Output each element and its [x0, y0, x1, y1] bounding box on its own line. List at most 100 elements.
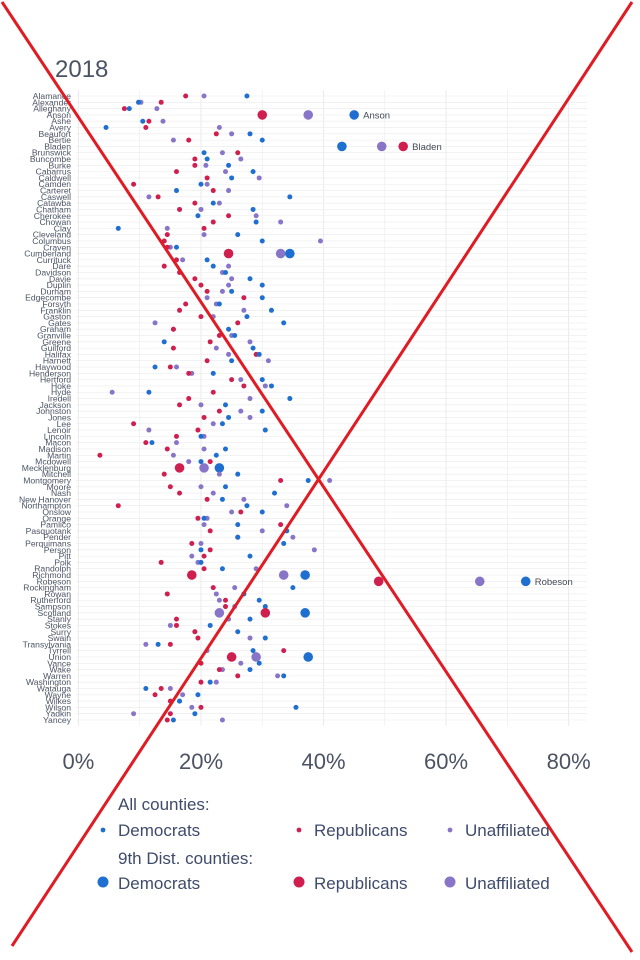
point-unaffiliated — [204, 295, 210, 301]
point-democrat — [146, 389, 152, 395]
point-republican — [177, 206, 183, 212]
point-unaffiliated — [226, 282, 232, 288]
county-label: Yancey — [43, 715, 72, 725]
point-democrat — [247, 131, 253, 137]
point-unaffiliated — [201, 446, 207, 452]
point-democrat — [115, 225, 121, 231]
point-unaffiliated — [223, 169, 229, 175]
point-republican — [170, 345, 176, 351]
point-republican — [177, 402, 183, 408]
point-republican — [192, 162, 198, 168]
legend-una-large-marker — [444, 876, 456, 888]
cross-line-ascending — [10, 1, 634, 947]
point-democrat — [259, 295, 265, 301]
point-republican — [198, 679, 204, 685]
point-democrat — [259, 408, 265, 414]
point-democrat — [256, 597, 262, 603]
county-label: Guilford — [41, 343, 71, 353]
point-unaffiliated — [247, 414, 253, 420]
county-label: Stanly — [47, 614, 72, 624]
point-republican — [198, 314, 204, 320]
point-unaffiliated — [474, 576, 485, 587]
point-democrat — [198, 181, 204, 187]
x-tick-label: 40% — [302, 749, 346, 774]
point-republican — [198, 704, 204, 710]
point-republican — [260, 608, 271, 618]
county-label: Gaston — [43, 312, 71, 322]
point-unaffiliated — [146, 194, 152, 200]
point-democrat — [219, 421, 225, 427]
county-label: Greene — [42, 337, 71, 347]
point-republican — [195, 427, 201, 433]
point-republican — [146, 118, 152, 124]
point-unaffiliated — [247, 339, 253, 345]
point-unaffiliated — [219, 288, 225, 294]
point-democrat — [223, 402, 229, 408]
legend-rep-all-label: Republicans — [314, 821, 408, 840]
point-democrat — [195, 213, 201, 219]
point-republican — [281, 648, 287, 654]
point-democrat — [285, 248, 295, 259]
legend-group-all: All counties: — [118, 795, 210, 814]
point-unaffiliated — [275, 248, 286, 259]
point-democrat — [161, 339, 167, 345]
county-label: Rutherford — [30, 595, 71, 605]
point-republican — [207, 339, 213, 345]
legend-una-all-label: Unaffiliated — [465, 821, 550, 840]
point-republican — [131, 421, 137, 427]
county-label: Orange — [42, 513, 71, 523]
county-label: Robeson — [37, 576, 72, 586]
point-unaffiliated — [173, 440, 179, 446]
point-republican — [183, 93, 189, 99]
point-unaffiliated — [180, 692, 186, 698]
legend-dem-9th-label: Democrats — [118, 874, 200, 893]
point-democrat — [259, 377, 265, 383]
point-republican — [210, 219, 216, 225]
point-democrat — [173, 188, 179, 194]
point-democrat — [232, 333, 238, 339]
point-republican — [173, 433, 179, 439]
county-label: Wilkes — [46, 696, 71, 706]
county-label: Hoke — [51, 381, 71, 391]
point-unaffiliated — [238, 156, 244, 162]
county-label: Durham — [40, 286, 71, 296]
county-label: Columbus — [32, 236, 71, 246]
point-republican — [201, 225, 207, 231]
point-democrat — [259, 282, 265, 288]
county-label: Washington — [26, 677, 71, 687]
point-unaffiliated — [167, 622, 173, 628]
point-democrat — [210, 263, 216, 269]
point-unaffiliated — [256, 175, 262, 181]
point-democrat — [520, 576, 531, 587]
point-democrat — [259, 238, 265, 244]
point-democrat — [250, 648, 256, 654]
point-democrat — [219, 496, 225, 502]
point-republican — [167, 711, 173, 717]
point-unaffiliated — [238, 660, 244, 666]
point-republican — [187, 570, 197, 580]
point-unaffiliated — [311, 547, 317, 553]
point-republican — [189, 541, 195, 547]
point-democrat — [192, 711, 198, 717]
point-democrat — [247, 276, 253, 282]
county-label: Gates — [48, 318, 71, 328]
point-republican — [207, 528, 213, 534]
point-unaffiliated — [226, 351, 232, 357]
point-democrat — [126, 106, 132, 112]
point-republican — [226, 213, 232, 219]
point-democrat — [268, 307, 274, 313]
county-label: Polk — [54, 557, 71, 567]
point-unaffiliated — [198, 541, 204, 547]
county-label: Camden — [39, 179, 72, 189]
point-republican — [167, 484, 173, 490]
point-unaffiliated — [213, 591, 219, 597]
point-unaffiliated — [229, 276, 235, 282]
point-republican — [201, 566, 207, 572]
county-label: Moore — [47, 482, 72, 492]
point-unaffiliated — [109, 389, 115, 395]
point-republican — [198, 282, 204, 288]
annotation-label: Robeson — [535, 577, 573, 588]
point-democrat — [235, 534, 241, 540]
point-unaffiliated — [241, 307, 247, 313]
county-label: Edgecombe — [25, 293, 71, 303]
